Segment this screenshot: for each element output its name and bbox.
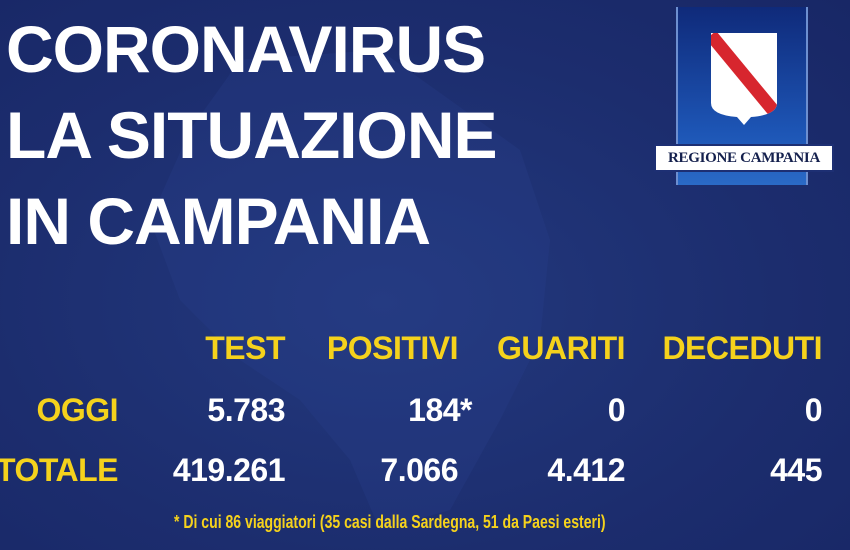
header-positivi: POSITIVI	[326, 330, 459, 366]
campania-map-silhouette	[150, 50, 550, 530]
row-label-totale: TOTALE	[0, 452, 119, 488]
oggi-deceduti: 0	[804, 392, 823, 428]
oggi-test: 5.783	[207, 392, 285, 428]
oggi-positivi: 184*	[408, 392, 472, 428]
totale-guariti: 4.412	[547, 452, 625, 488]
title-line-3: IN CAMPANIA	[6, 184, 431, 258]
title-line-1: CORONAVIRUS	[6, 12, 486, 86]
logo-text: REGIONE CAMPANIA	[654, 144, 834, 172]
footnote: * Di cui 86 viaggiatori (35 casi dalla S…	[174, 512, 606, 532]
oggi-guariti: 0	[607, 392, 626, 428]
page-title: CORONAVIRUS LA SITUAZIONE IN CAMPANIA	[6, 6, 498, 264]
totale-test: 419.261	[172, 452, 286, 488]
totale-deceduti: 445	[770, 452, 822, 488]
header-guariti: GUARITI	[496, 330, 626, 366]
row-label-oggi: OGGI	[36, 392, 118, 428]
coat-of-arms-icon	[711, 33, 777, 125]
totale-positivi: 7.066	[380, 452, 458, 488]
regione-campania-logo: REGIONE CAMPANIA	[654, 7, 834, 185]
header-deceduti: DECEDUTI	[662, 330, 822, 366]
header-test: TEST	[205, 330, 285, 366]
title-line-2: LA SITUAZIONE	[6, 98, 498, 172]
